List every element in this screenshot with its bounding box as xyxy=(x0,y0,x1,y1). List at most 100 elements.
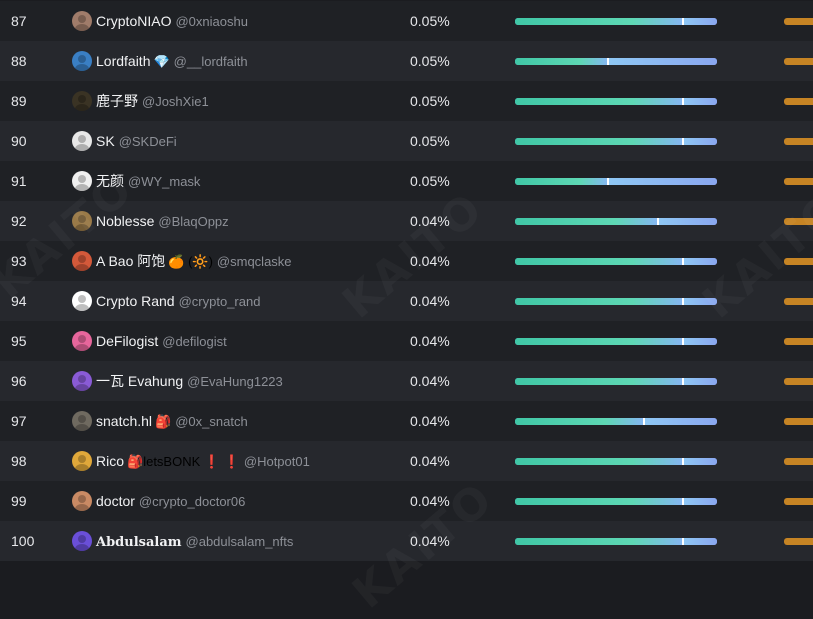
user-handle[interactable]: @crypto_doctor06 xyxy=(138,494,246,509)
avatar[interactable] xyxy=(72,11,92,31)
rank-number: 93 xyxy=(11,253,27,269)
user-display-name[interactable]: Abdulsalam xyxy=(96,535,182,550)
user-display-name[interactable]: Crypto Rand xyxy=(96,293,175,309)
user-cell: 鹿子野 @JoshXie1 xyxy=(96,81,209,121)
change-bar xyxy=(784,98,813,105)
progress-marker xyxy=(643,418,645,425)
user-handle[interactable]: @0x_snatch xyxy=(175,414,248,429)
user-handle[interactable]: @EvaHung1223 xyxy=(187,374,283,389)
progress-bar-remainder xyxy=(683,538,717,545)
table-row[interactable]: 97 snatch.hl 🎒 @0x_snatch 0.04% xyxy=(0,401,813,441)
user-cell: 无颜 @WY_mask xyxy=(96,161,200,201)
table-row[interactable]: 95 DeFilogist @defilogist 0.04% xyxy=(0,321,813,361)
progress-marker xyxy=(682,98,684,105)
user-cell: Crypto Rand @crypto_rand xyxy=(96,281,260,321)
progress-bar-fill xyxy=(515,18,683,25)
avatar[interactable] xyxy=(72,91,92,111)
avatar[interactable] xyxy=(72,411,92,431)
user-handle[interactable]: @JoshXie1 xyxy=(142,94,209,109)
progress-bar xyxy=(515,458,717,465)
progress-bar-remainder xyxy=(683,378,717,385)
user-handle[interactable]: @SKDeFi xyxy=(118,134,177,149)
user-display-name[interactable]: 鹿子野 xyxy=(96,93,138,109)
table-row[interactable]: 96 一瓦 Evahung @EvaHung1223 0.04% xyxy=(0,361,813,401)
table-row[interactable]: 92 Noblesse @BlaqOppz 0.04% xyxy=(0,201,813,241)
change-bar xyxy=(784,178,813,185)
rank-number: 98 xyxy=(11,453,27,469)
user-handle[interactable]: @Hotpot01 xyxy=(243,454,310,469)
table-row[interactable]: 99 doctor @crypto_doctor06 0.04% xyxy=(0,481,813,521)
progress-marker xyxy=(682,338,684,345)
progress-bar xyxy=(515,218,717,225)
user-cell: Noblesse @BlaqOppz xyxy=(96,201,229,241)
avatar[interactable] xyxy=(72,331,92,351)
progress-marker xyxy=(607,178,609,185)
progress-bar-fill xyxy=(515,138,683,145)
user-handle[interactable]: @defilogist xyxy=(162,334,227,349)
avatar[interactable] xyxy=(72,371,92,391)
table-row[interactable]: 93 A Bao 阿饱 🍊 (🔆) @smqclaske 0.04% xyxy=(0,241,813,281)
table-row[interactable]: 88 Lordfaith 💎 @__lordfaith 0.05% xyxy=(0,41,813,81)
avatar[interactable] xyxy=(72,291,92,311)
user-handle[interactable]: @0xniaoshu xyxy=(175,14,248,29)
avatar[interactable] xyxy=(72,251,92,271)
rank-number: 100 xyxy=(11,533,35,549)
user-display-name[interactable]: A Bao 阿饱 xyxy=(96,253,166,269)
name-emoji-suffix: 🍊 (🔆) xyxy=(168,254,213,269)
user-display-name[interactable]: CryptoNIAO xyxy=(96,13,172,29)
user-handle[interactable]: @__lordfaith xyxy=(173,54,248,69)
change-bar xyxy=(784,538,813,545)
progress-bar xyxy=(515,98,717,105)
table-row[interactable]: 87 CryptoNIAO @0xniaoshu 0.05% xyxy=(0,1,813,41)
progress-marker xyxy=(682,378,684,385)
avatar[interactable] xyxy=(72,131,92,151)
avatar[interactable] xyxy=(72,451,92,471)
progress-bar-fill xyxy=(515,498,683,505)
change-bar xyxy=(784,298,813,305)
rank-number: 90 xyxy=(11,133,27,149)
progress-marker xyxy=(682,298,684,305)
progress-bar-remainder xyxy=(683,98,717,105)
table-row[interactable]: 90 SK @SKDeFi 0.05% xyxy=(0,121,813,161)
user-handle[interactable]: @smqclaske xyxy=(216,254,292,269)
user-display-name[interactable]: Noblesse xyxy=(96,213,155,229)
user-handle[interactable]: @BlaqOppz xyxy=(158,214,229,229)
user-cell: snatch.hl 🎒 @0x_snatch xyxy=(96,401,248,441)
user-display-name[interactable]: DeFilogist xyxy=(96,333,159,349)
progress-bar-fill xyxy=(515,418,644,425)
progress-marker xyxy=(607,58,609,65)
name-emoji-suffix: 💎 xyxy=(153,54,170,69)
progress-bar xyxy=(515,538,717,545)
progress-bar xyxy=(515,178,717,185)
avatar[interactable] xyxy=(72,531,92,551)
table-row[interactable]: 91 无颜 @WY_mask 0.05% xyxy=(0,161,813,201)
change-bar xyxy=(784,138,813,145)
table-row[interactable]: 94 Crypto Rand @crypto_rand 0.04% xyxy=(0,281,813,321)
progress-bar-fill xyxy=(515,98,683,105)
avatar[interactable] xyxy=(72,51,92,71)
table-row[interactable]: 89 鹿子野 @JoshXie1 0.05% xyxy=(0,81,813,121)
user-display-name[interactable]: Lordfaith xyxy=(96,53,151,69)
mindshare-percentage: 0.04% xyxy=(410,213,450,229)
table-row[interactable]: 98 Rico 🎒letsBONK ❗ ❗ @Hotpot01 0.04% xyxy=(0,441,813,481)
avatar[interactable] xyxy=(72,171,92,191)
avatar[interactable] xyxy=(72,211,92,231)
rank-number: 91 xyxy=(11,173,27,189)
user-handle[interactable]: @WY_mask xyxy=(128,174,201,189)
user-display-name[interactable]: SK xyxy=(96,133,115,149)
user-display-name[interactable]: 一瓦 Evahung xyxy=(96,373,184,389)
user-cell: 一瓦 Evahung @EvaHung1223 xyxy=(96,361,283,401)
progress-bar-remainder xyxy=(683,258,717,265)
progress-marker xyxy=(682,18,684,25)
rank-number: 97 xyxy=(11,413,27,429)
user-handle[interactable]: @abdulsalam_nfts xyxy=(185,534,294,549)
table-row[interactable]: 100 Abdulsalam @abdulsalam_nfts 0.04% xyxy=(0,521,813,561)
user-display-name[interactable]: snatch.hl xyxy=(96,413,153,429)
progress-bar xyxy=(515,298,717,305)
avatar[interactable] xyxy=(72,491,92,511)
user-display-name[interactable]: doctor xyxy=(96,493,135,509)
user-display-name[interactable]: 无颜 xyxy=(96,173,124,189)
user-handle[interactable]: @crypto_rand xyxy=(178,294,261,309)
user-display-name[interactable]: Rico xyxy=(96,453,125,469)
mindshare-percentage: 0.04% xyxy=(410,453,450,469)
